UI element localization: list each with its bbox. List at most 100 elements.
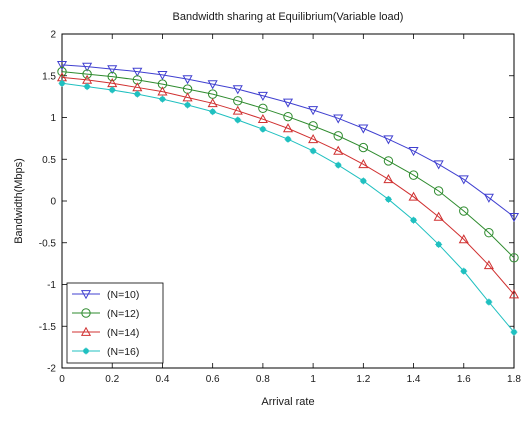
legend-box	[66, 282, 164, 364]
x-tick-label: 0	[59, 374, 65, 385]
x-axis-title: Arrival rate	[261, 396, 314, 408]
data-point-3	[207, 98, 218, 108]
data-point-3	[282, 123, 294, 133]
data-point-2	[433, 186, 444, 196]
data-point-4	[510, 328, 518, 336]
data-point-1	[182, 75, 193, 85]
y-tick-label: -1	[47, 280, 56, 291]
axis-ticks: 0 0.2 0.4 0.6 0.8 1 1.2 1.4 1.6 1.8 -2 -1.5 -1 -0.5 0 0…	[39, 30, 522, 386]
series-layer	[56, 61, 520, 336]
data-point-2	[283, 111, 293, 122]
y-tick-label: 1.5	[42, 71, 56, 82]
data-point-1	[157, 71, 168, 81]
data-point-4	[184, 101, 192, 109]
data-point-4	[410, 216, 418, 224]
x-tick-label: 1.2	[356, 374, 370, 385]
data-point-1	[82, 62, 93, 72]
chart-title: Bandwidth sharing at Equilibrium(Variabl…	[173, 11, 404, 23]
y-tick-label: 1	[50, 113, 56, 124]
data-point-2	[107, 71, 117, 82]
y-tick-label: -2	[47, 364, 56, 375]
legend-label-3: (N=14)	[107, 327, 139, 339]
data-point-4	[158, 95, 166, 103]
legend: (N=10) (N=12) (N=14) (N=16)	[66, 282, 164, 364]
x-tick-label: 0.8	[256, 374, 270, 385]
legend-label-1: (N=10)	[107, 289, 139, 301]
series-line-2	[61, 71, 515, 259]
data-point-1	[107, 65, 118, 75]
data-point-2	[258, 103, 268, 114]
data-point-1	[132, 67, 143, 77]
data-point-4	[58, 79, 66, 87]
data-point-1	[333, 114, 344, 124]
data-point-1	[257, 91, 268, 102]
data-point-2	[509, 253, 519, 263]
legend-label-2: (N=12)	[107, 308, 139, 320]
data-point-3	[383, 174, 394, 184]
x-tick-label: 0.4	[155, 374, 169, 385]
data-point-2	[459, 206, 469, 216]
data-point-3	[483, 260, 494, 270]
data-point-1	[308, 106, 319, 116]
data-point-2	[484, 228, 494, 238]
data-point-4	[234, 116, 242, 124]
data-point-1	[483, 193, 494, 203]
legend-label-4: (N=16)	[107, 346, 139, 358]
y-tick-label: 2	[50, 30, 56, 41]
data-point-1	[408, 147, 419, 157]
data-point-1	[56, 61, 68, 71]
y-tick-label: -1.5	[39, 322, 57, 333]
data-point-4	[334, 161, 342, 169]
legend-marker-2	[81, 308, 91, 318]
data-point-2	[233, 96, 243, 106]
data-point-2	[333, 131, 343, 141]
data-point-4	[133, 90, 141, 98]
data-point-4	[309, 147, 317, 155]
data-point-3	[157, 86, 168, 96]
data-point-2	[82, 69, 92, 79]
data-point-1	[458, 175, 469, 185]
data-point-4	[384, 195, 392, 203]
data-point-2	[57, 66, 67, 77]
data-point-2	[408, 170, 419, 180]
data-point-2	[358, 142, 369, 153]
data-point-1	[383, 135, 394, 145]
y-axis-title: Bandwidth(Mbps)	[13, 158, 25, 244]
data-point-4	[485, 298, 493, 306]
data-point-3	[308, 133, 319, 144]
data-point-1	[207, 80, 218, 90]
data-point-2	[308, 121, 318, 131]
data-point-1	[508, 213, 520, 223]
data-point-3	[408, 191, 419, 201]
x-tick-label: 1.4	[407, 374, 421, 385]
legend-marker-1	[80, 290, 92, 300]
data-point-4	[209, 108, 217, 116]
data-point-3	[358, 159, 369, 169]
y-tick-label: 0.5	[42, 155, 56, 166]
data-point-4	[460, 267, 468, 275]
x-tick-label: 1.6	[457, 374, 471, 385]
x-tick-label: 0.2	[105, 374, 119, 385]
data-point-4	[259, 125, 267, 133]
data-point-3	[257, 113, 268, 124]
data-point-3	[508, 289, 520, 299]
data-point-3	[182, 92, 193, 102]
x-tick-label: 1.8	[507, 374, 521, 385]
y-tick-label: -0.5	[39, 238, 57, 249]
data-point-1	[358, 124, 369, 134]
x-tick-label: 0.6	[206, 374, 220, 385]
series-line-3	[61, 76, 515, 295]
x-tick-label: 1	[310, 374, 316, 385]
series-line-1	[61, 64, 515, 218]
data-point-4	[359, 177, 367, 185]
data-point-3	[433, 211, 444, 221]
data-point-1	[282, 98, 294, 108]
data-point-1	[232, 85, 243, 95]
data-point-3	[333, 145, 344, 155]
y-tick-label: 0	[50, 197, 56, 208]
data-point-1	[433, 160, 444, 170]
data-point-2	[383, 156, 394, 166]
legend-marker-4	[82, 347, 90, 355]
data-point-3	[232, 105, 243, 115]
